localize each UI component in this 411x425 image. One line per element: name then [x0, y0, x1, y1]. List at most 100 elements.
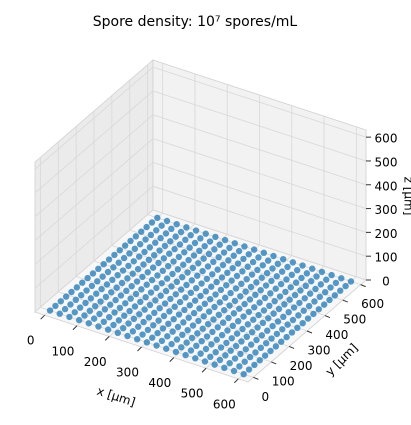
data-point — [262, 339, 270, 347]
data-point — [158, 222, 165, 229]
data-point — [211, 361, 218, 368]
data-point — [283, 333, 290, 341]
data-point — [67, 301, 74, 308]
y-tick-label: 100 — [272, 374, 295, 388]
data-point — [149, 334, 156, 341]
x-tick — [233, 378, 239, 384]
data-point — [191, 239, 199, 247]
data-point — [101, 306, 109, 313]
data-point — [255, 254, 262, 261]
data-point — [165, 320, 172, 328]
data-point — [212, 348, 219, 356]
data-point — [114, 271, 121, 279]
data-point — [154, 214, 161, 222]
data-point — [116, 247, 123, 254]
data-point — [272, 343, 280, 350]
data-point — [56, 310, 63, 317]
data-point — [194, 272, 201, 279]
data-point — [199, 267, 206, 275]
data-point — [304, 315, 312, 322]
data-point — [270, 252, 277, 260]
grid-line — [34, 66, 154, 170]
data-point — [313, 273, 320, 280]
data-point — [212, 291, 219, 298]
data-point — [46, 307, 54, 314]
data-point — [248, 271, 256, 278]
data-point — [275, 305, 283, 313]
data-point — [121, 312, 128, 319]
data-point — [204, 263, 212, 270]
data-point — [104, 268, 112, 276]
data-point — [84, 274, 91, 282]
data-point — [246, 353, 254, 361]
data-point — [291, 291, 299, 299]
data-point — [156, 304, 163, 312]
x-tick-label: 300 — [116, 366, 139, 380]
data-point — [201, 300, 209, 308]
data-point — [200, 313, 207, 320]
data-point — [207, 353, 214, 361]
data-point — [297, 287, 304, 294]
data-point — [161, 242, 169, 250]
x-tick — [137, 346, 142, 352]
x-tick-label: 500 — [181, 387, 204, 401]
data-point — [280, 313, 287, 321]
data-point — [62, 293, 70, 300]
data-point — [72, 296, 80, 304]
data-point — [73, 284, 81, 291]
data-point — [284, 263, 291, 271]
data-point — [240, 255, 247, 263]
data-point — [129, 328, 137, 335]
data-point — [95, 323, 102, 330]
data-point — [221, 364, 228, 372]
data-point — [185, 314, 192, 321]
data-point — [217, 286, 225, 294]
data-point — [124, 275, 131, 282]
data-point — [112, 296, 119, 304]
data-point — [115, 259, 122, 266]
data-point — [301, 295, 308, 302]
data-point — [183, 339, 190, 346]
data-point — [129, 270, 136, 277]
data-point — [156, 247, 163, 254]
data-point — [219, 261, 227, 269]
data-point — [162, 230, 170, 237]
data-point — [164, 262, 172, 270]
data-point — [233, 272, 241, 280]
y-tick — [288, 345, 295, 349]
data-point — [213, 278, 220, 286]
data-point — [316, 293, 324, 301]
data-point — [128, 282, 135, 290]
data-point — [82, 299, 89, 307]
data-point — [222, 352, 229, 359]
y-tick-label: 500 — [343, 313, 366, 327]
data-point — [52, 302, 59, 310]
data-point — [290, 304, 298, 311]
data-point — [181, 306, 188, 314]
data-point — [139, 331, 146, 338]
data-point — [141, 248, 148, 256]
data-point — [148, 219, 156, 226]
data-point — [103, 281, 111, 288]
data-point — [216, 356, 224, 364]
data-point — [100, 260, 107, 268]
data-point — [199, 325, 206, 332]
data-point — [294, 324, 301, 332]
data-point — [186, 302, 193, 309]
data-point — [127, 295, 134, 302]
data-point — [252, 349, 259, 356]
data-point — [130, 258, 137, 265]
data-point — [252, 291, 259, 299]
data-point — [114, 329, 122, 337]
data-point — [264, 327, 271, 334]
data-point — [287, 284, 294, 291]
data-point — [254, 324, 261, 331]
data-point — [299, 319, 306, 327]
data-point — [158, 280, 165, 287]
data-point — [146, 301, 154, 309]
z-tick-label: 100 — [375, 251, 398, 265]
data-point — [76, 304, 84, 311]
data-point — [182, 294, 189, 301]
data-point — [171, 245, 178, 253]
